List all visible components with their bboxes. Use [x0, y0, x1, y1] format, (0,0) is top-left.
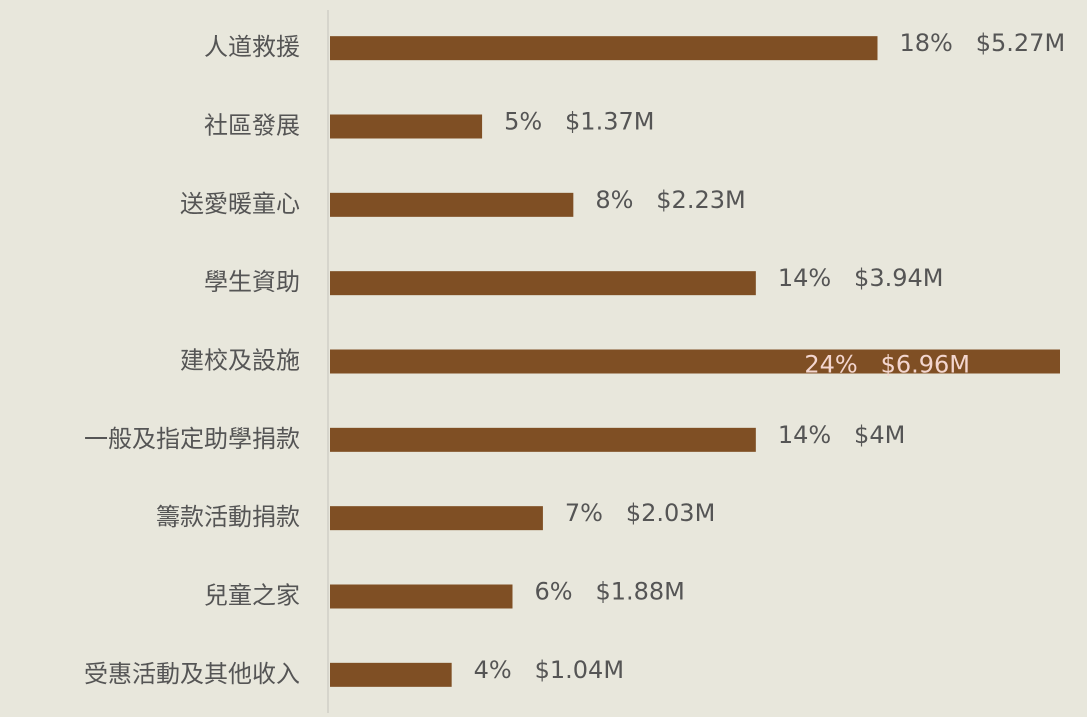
data-label: 4% $1.04M — [474, 656, 624, 684]
y-tick-label: 學生資助 — [204, 268, 300, 296]
data-label: 5% $1.37M — [504, 108, 654, 136]
bar — [330, 271, 756, 296]
data-label: 18% $5.27M — [900, 29, 1066, 57]
data-label: 14% $3.94M — [778, 264, 944, 292]
y-tick-label: 一般及指定助學捐款 — [84, 425, 300, 453]
y-tick-label: 受惠活動及其他收入 — [84, 660, 300, 688]
y-tick-label: 籌款活動捐款 — [156, 503, 300, 531]
data-label: 14% $4M — [778, 421, 905, 449]
y-tick-label: 送愛暖童心 — [180, 190, 300, 218]
bar — [330, 506, 543, 531]
data-label: 24% $6.96M — [804, 351, 970, 379]
bar — [330, 192, 574, 217]
y-tick-label: 兒童之家 — [204, 582, 300, 610]
y-tick-label: 人道救援 — [204, 33, 300, 61]
bar — [330, 36, 878, 61]
bar — [330, 427, 756, 452]
bar — [330, 114, 483, 139]
data-label: 8% $2.23M — [595, 186, 745, 214]
bar — [330, 349, 1060, 374]
y-tick-label: 社區發展 — [204, 112, 300, 140]
y-tick-label: 建校及設施 — [180, 347, 300, 375]
bar — [330, 662, 452, 687]
bar — [330, 584, 513, 609]
data-label: 7% $2.03M — [565, 499, 715, 527]
data-label: 6% $1.88M — [535, 578, 685, 606]
